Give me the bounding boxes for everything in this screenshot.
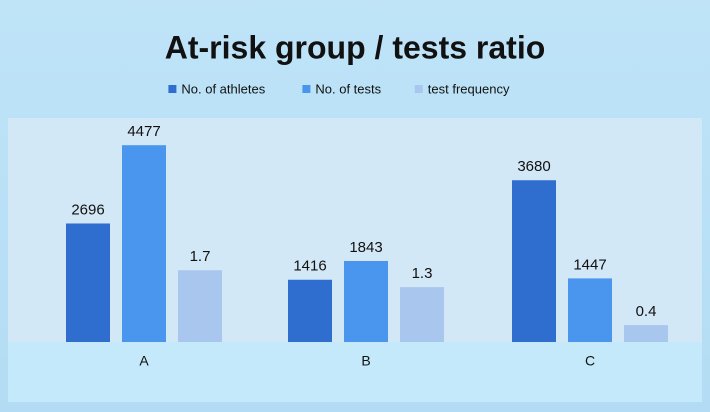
data-label: 1843 [349, 239, 382, 256]
bar [624, 325, 668, 342]
chart-title: At-risk group / tests ratio [165, 29, 546, 65]
bar [400, 287, 444, 342]
bar [568, 278, 612, 342]
data-label: 4477 [127, 123, 160, 140]
bar [178, 270, 222, 342]
data-label: 0.4 [636, 303, 657, 320]
legend-swatch [302, 85, 311, 93]
x-tick-label: B [361, 353, 370, 369]
legend-label: test frequency [428, 81, 510, 96]
bar [288, 279, 332, 342]
x-tick-label: C [585, 353, 595, 369]
legend-label: No. of athletes [181, 81, 265, 96]
x-tick-label: A [139, 353, 149, 369]
data-label: 1.3 [412, 265, 433, 282]
bar [122, 145, 166, 342]
legend-label: No. of tests [315, 81, 381, 96]
legend-swatch [168, 85, 177, 93]
axis-band [8, 342, 702, 402]
data-label: 2696 [71, 201, 104, 218]
data-label: 1416 [293, 258, 326, 275]
data-label: 1.7 [190, 248, 211, 265]
bar [344, 260, 388, 342]
data-label: 3680 [517, 158, 550, 175]
data-label: 1447 [573, 256, 606, 273]
bar [512, 180, 556, 342]
bar [66, 223, 110, 342]
legend-swatch [414, 85, 423, 93]
